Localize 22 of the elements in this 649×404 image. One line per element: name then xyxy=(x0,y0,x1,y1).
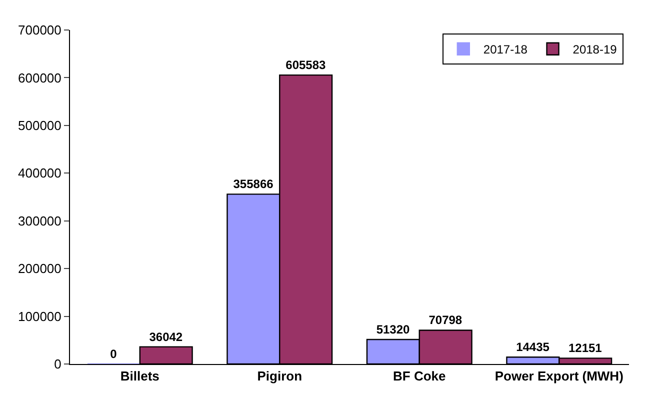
data-label: 51320 xyxy=(376,322,410,337)
x-tick-label: Power Export (MWH) xyxy=(494,368,624,384)
x-tick-label: Billets xyxy=(120,368,160,384)
legend-label: 2017-18 xyxy=(483,42,528,57)
y-tick-label: 300000 xyxy=(18,213,62,228)
data-label: 14435 xyxy=(516,340,550,354)
x-tick-label: BF Coke xyxy=(393,368,446,384)
legend-label: 2018-19 xyxy=(572,42,618,57)
data-label: 0 xyxy=(110,347,118,361)
y-tick-label: 700000 xyxy=(18,22,62,38)
y-tick-label: 100000 xyxy=(18,308,62,324)
y-tick-label: 500000 xyxy=(18,118,62,133)
data-label: 355866 xyxy=(233,177,274,192)
y-tick-label: 0 xyxy=(54,356,62,372)
y-tick-label: 600000 xyxy=(18,70,62,86)
y-tick-label: 400000 xyxy=(18,166,62,181)
data-label: 36042 xyxy=(149,330,183,344)
y-tick-label: 200000 xyxy=(18,261,62,276)
data-label: 605583 xyxy=(286,58,326,72)
x-tick-label: Pigiron xyxy=(257,368,302,384)
data-label: 12151 xyxy=(568,341,602,356)
data-label: 70798 xyxy=(428,313,462,328)
